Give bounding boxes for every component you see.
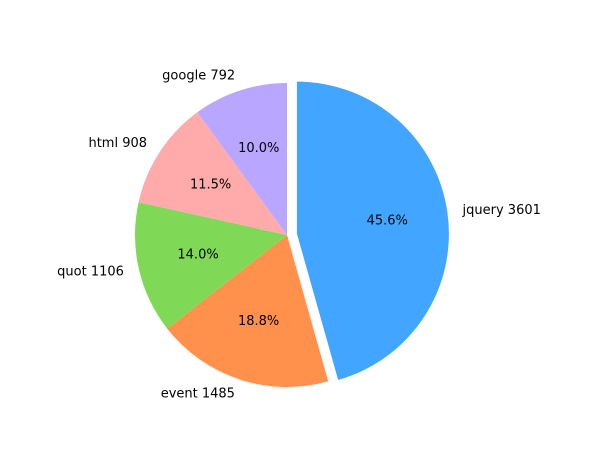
slice-label-html: html 908 bbox=[88, 136, 147, 151]
slice-label-google: google 792 bbox=[162, 69, 235, 84]
pie-slice-jquery bbox=[296, 81, 449, 380]
slice-percent-google: 10.0% bbox=[238, 141, 279, 156]
slice-percent-jquery: 45.6% bbox=[367, 214, 408, 229]
slice-percent-quot: 14.0% bbox=[177, 248, 218, 263]
pie-slice-event bbox=[167, 235, 329, 387]
slice-percent-event: 18.8% bbox=[238, 314, 279, 329]
pie-slice-google bbox=[197, 83, 287, 235]
slice-label-event: event 1485 bbox=[161, 386, 235, 401]
pie-slice-quot bbox=[135, 202, 287, 329]
slice-label-quot: quot 1106 bbox=[57, 264, 124, 279]
slices-layer bbox=[135, 81, 449, 387]
slice-percent-html: 11.5% bbox=[190, 178, 231, 193]
pie-slice-html bbox=[138, 112, 287, 235]
labels-layer: jquery 3601 45.6% event 1485 18.8% quot 1106… bbox=[57, 69, 541, 402]
slice-label-jquery: jquery 3601 bbox=[462, 203, 541, 218]
